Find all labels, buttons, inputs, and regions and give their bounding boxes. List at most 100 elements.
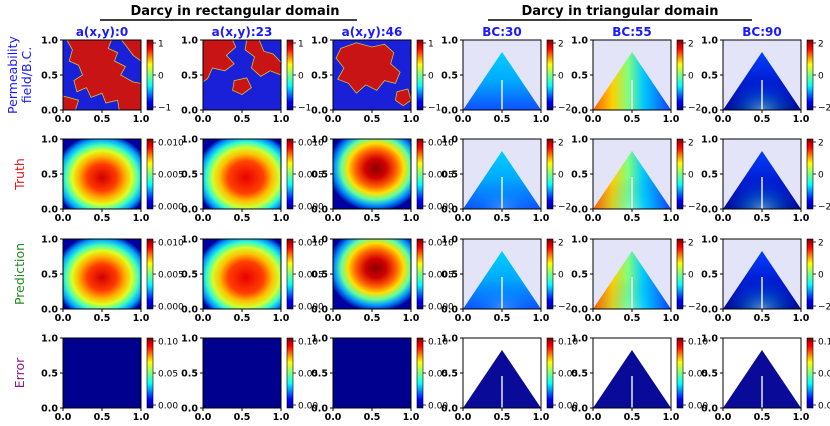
colorbar-tick-label: −2: [558, 203, 571, 213]
colorbar-tick-label: 2: [688, 239, 694, 249]
x-tick-label: 1.0: [533, 114, 550, 125]
y-tick-label: 0.0: [571, 404, 588, 415]
y-tick-label: 0.5: [311, 71, 328, 82]
y-tick-label: 0.5: [41, 270, 58, 281]
colorbar-tick-label: 0.005: [158, 171, 184, 181]
x-tick-label: 0.5: [754, 313, 771, 324]
x-tick-label: 0.5: [624, 313, 641, 324]
y-tick-label: 1.0: [181, 135, 198, 146]
x-tick-label: 1.0: [403, 114, 420, 125]
x-tick-label: 0.0: [195, 213, 212, 224]
row-labels: Permeability field/B.C. Truth Prediction Err…: [5, 35, 34, 388]
y-tick-label: 1.0: [441, 334, 458, 345]
x-tick-label: 1.0: [403, 213, 420, 224]
colorbar-tick-label: −1: [298, 104, 311, 114]
y-tick-label: 0.0: [441, 305, 458, 316]
permeability-high-region: [202, 39, 237, 83]
y-tick-label: 1.0: [181, 36, 198, 47]
colorbar-tick-label: 0.10: [298, 338, 318, 348]
permeability-high-region: [244, 39, 282, 77]
colorbar: [286, 39, 294, 111]
colorbar: [806, 238, 814, 310]
y-tick-label: 1.0: [441, 135, 458, 146]
colorbar: [676, 337, 684, 409]
colorbar-tick-label: 0: [688, 171, 694, 181]
colorbar-tick-label: 0.000: [298, 203, 324, 213]
y-tick-label: 0.5: [701, 369, 718, 380]
x-tick-label: 0.5: [364, 213, 381, 224]
y-tick-label: 0.5: [41, 170, 58, 181]
x-tick-label: 1.0: [793, 213, 810, 224]
x-tick-label: 1.0: [403, 412, 420, 423]
x-tick-label: 0.5: [234, 213, 251, 224]
x-tick-label: 0.5: [624, 412, 641, 423]
panel-r2-c0: 0.00.0 0.5 0.5 1.0 1.0 0.010 0.005 0.000: [41, 235, 184, 325]
y-tick-label: 0.5: [311, 170, 328, 181]
error-heatmap: [203, 338, 281, 408]
y-tick-label: 0.0: [571, 305, 588, 316]
panel-r1-c5: 0.00.0 0.5 0.5 1.0 1.0 2 0 −2: [701, 135, 830, 225]
y-tick-label: 0.5: [701, 71, 718, 82]
x-tick-label: 0.5: [94, 313, 111, 324]
x-tick-label: 0.5: [94, 114, 111, 125]
x-tick-label: 1.0: [273, 213, 290, 224]
y-tick-label: 0.5: [41, 71, 58, 82]
colorbar-tick-label: −1: [158, 104, 171, 114]
x-tick-label: 0.0: [715, 213, 732, 224]
y-tick-label: 1.0: [701, 135, 718, 146]
x-tick-label: 1.0: [663, 313, 680, 324]
panel-r0-c0: 0.00.0 0.5 0.5 1.0 1.0 1 0 −1: [41, 36, 171, 126]
colorbar-tick-label: 0.000: [158, 303, 184, 313]
y-tick-label: 0.5: [441, 170, 458, 181]
x-tick-label: 0.0: [455, 412, 472, 423]
column-title: a(x,y):23: [212, 25, 273, 39]
permeability-high-region: [66, 39, 142, 111]
y-tick-label: 0.5: [181, 270, 198, 281]
panel-r3-c0: 0.00.0 0.5 0.5 1.0 1.0 0.10 0.05 0.00: [41, 334, 178, 424]
colorbar-tick-label: 0: [298, 72, 304, 82]
x-tick-label: 0.5: [94, 412, 111, 423]
y-tick-label: 1.0: [41, 135, 58, 146]
colorbar-tick-label: 2: [558, 139, 564, 149]
colorbar-tick-label: −2: [688, 303, 701, 313]
colorbar-tick-label: 0: [558, 271, 564, 281]
x-tick-label: 1.0: [533, 412, 550, 423]
colorbar-tick-label: 0.005: [298, 171, 324, 181]
colorbar-tick-label: −2: [688, 203, 701, 213]
panel-r2-c4: 0.00.0 0.5 0.5 1.0 1.0 2 0 −2: [571, 235, 701, 325]
colorbar-tick-label: −1: [428, 104, 441, 114]
row-label: Error: [12, 357, 27, 388]
x-tick-label: 0.5: [234, 412, 251, 423]
y-tick-label: 0.0: [701, 305, 718, 316]
panel-r2-c5: 0.00.0 0.5 0.5 1.0 1.0 2 0 −2: [701, 235, 830, 325]
x-tick-label: 0.5: [364, 114, 381, 125]
colorbar-tick-label: 0: [818, 271, 824, 281]
row-label: Prediction: [12, 243, 27, 305]
colorbar-tick-label: 2: [818, 139, 824, 149]
colorbar-tick-label: 0: [818, 72, 824, 82]
x-tick-label: 0.5: [494, 412, 511, 423]
colorbar-tick-label: −2: [818, 203, 830, 213]
y-tick-label: 1.0: [571, 36, 588, 47]
solution-heatmap: [203, 139, 281, 209]
colorbar-tick-label: −2: [818, 104, 830, 114]
x-tick-label: 1.0: [533, 313, 550, 324]
x-tick-label: 0.0: [195, 114, 212, 125]
colorbar-tick-label: 0.05: [688, 370, 708, 380]
x-tick-label: 0.0: [585, 213, 602, 224]
x-tick-label: 0.5: [494, 114, 511, 125]
y-tick-label: 0.0: [311, 404, 328, 415]
colorbar-tick-label: 0.10: [428, 338, 448, 348]
colorbar-tick-label: 2: [558, 239, 564, 249]
colorbar-tick-label: 0.000: [428, 203, 454, 213]
colorbar-tick-label: 1: [298, 40, 304, 50]
colorbar-tick-label: 0.00: [558, 402, 578, 412]
error-heatmap: [63, 338, 141, 408]
y-tick-label: 0.5: [181, 369, 198, 380]
y-tick-label: 0.5: [441, 71, 458, 82]
x-tick-label: 0.5: [754, 412, 771, 423]
colorbar: [286, 238, 294, 310]
y-tick-label: 0.0: [181, 404, 198, 415]
colorbar: [546, 238, 554, 310]
colorbar-tick-label: 0.05: [558, 370, 578, 380]
